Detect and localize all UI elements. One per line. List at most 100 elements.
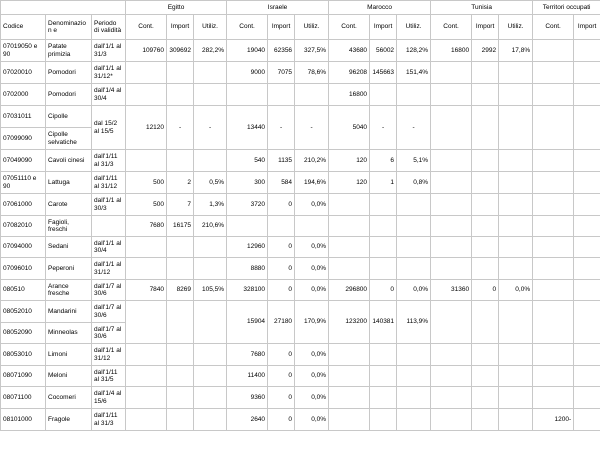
cont-cell [430,149,473,172]
column-header-row: Codice Denominazion e Periodo di validit… [0,14,600,40]
import-cell: 27180 [267,300,296,344]
import-cell: 8269 [166,279,195,301]
import-cell [471,171,500,194]
cont-cell: 500 [125,171,168,194]
denominazione-cell: Pomodori [45,83,92,106]
utiliz-cell [498,386,534,409]
periodo-cell: dall'1/1 al 31/12* [90,61,127,84]
import-cell: 2 [166,171,195,194]
periodo-cell: dall'1/7 al 30/6 [90,279,127,301]
import-cell [369,193,398,216]
import-cell [471,236,500,258]
utiliz-cell [498,215,534,237]
utiliz-cell: 105,5% [193,279,228,301]
cont-cell: 13440 [226,105,269,150]
cont-cell [430,257,473,280]
utiliz-cell [498,300,534,344]
utiliz-cell [396,83,432,106]
periodo-cell: dall'1/11 al 31/12 [90,171,127,194]
denominazione-cell: Sedani [45,236,92,258]
import-cell: 140381 [369,300,398,344]
import-cell: - [267,105,296,150]
cont-cell [532,365,575,387]
import-cell: 309692 [166,39,195,62]
cont-cell [328,365,371,387]
import-cell [573,105,600,150]
import-cell [166,343,195,366]
codice-cell: 07096010 [0,257,46,280]
import-cell: 56002 [369,39,398,62]
cont-cell: 7680 [125,215,168,237]
import-cell [369,83,398,106]
cont-cell: 300 [226,171,269,194]
import-cell: 1 [369,171,398,194]
cont-cell: 2640 [226,408,269,431]
denominazione-cell: Pomodori [45,61,92,84]
utiliz-cell: 0,0% [396,279,432,301]
header-denominazione: Denominazion e [45,14,92,40]
utiliz-cell [396,193,432,216]
cont-cell [125,236,168,258]
cont-cell: 120 [328,171,371,194]
cont-cell: 3720 [226,193,269,216]
utiliz-cell: 210,6% [193,215,228,237]
import-cell: - [369,105,398,150]
country-israele: Israele [226,0,330,15]
codice-cell: 080510 [0,279,46,301]
periodo-cell: dal 15/2 al 15/5 [90,105,127,150]
header-import: Import [471,14,500,40]
cont-cell [430,343,473,366]
cont-cell: 43680 [328,39,371,62]
cont-cell [430,408,473,431]
cont-cell [328,193,371,216]
cont-cell [532,215,575,237]
cont-cell: 500 [125,193,168,216]
utiliz-cell [193,61,228,84]
utiliz-cell: 0,0% [294,408,330,431]
utiliz-cell [193,300,228,344]
header-cont: Cont. [430,14,473,40]
periodo-cell: dall'1/1 al 31/12 [90,343,127,366]
import-cell [573,236,600,258]
utiliz-cell: 282,2% [193,39,228,62]
utiliz-cell [498,408,534,431]
import-cell [573,386,600,409]
utiliz-cell: 113,9% [396,300,432,344]
import-cell [369,365,398,387]
cont-cell: 296800 [328,279,371,301]
import-cell: 0 [267,343,296,366]
import-cell: 0 [471,279,500,301]
utiliz-cell: 78,6% [294,61,330,84]
table-row: 080510 Arance fresche dall'1/7 al 30/6 7840… [0,279,600,301]
cont-cell [125,83,168,106]
utiliz-cell: 0,0% [294,343,330,366]
import-cell [471,343,500,366]
import-cell [166,386,195,409]
utiliz-cell [498,343,534,366]
cont-cell [532,39,575,62]
cont-cell: 540 [226,149,269,172]
cont-cell [532,343,575,366]
table-row: 08053010 Limoni dall'1/1 al 31/12 7680 0 0,0% [0,343,600,366]
table-row: 07094000 Sedani dall'1/1 al 30/4 12960 0 0,0% [0,236,600,258]
header-utiliz: Utiliz. [498,14,534,40]
import-cell: 62356 [267,39,296,62]
periodo-cell: dall'1/7 al 30/6 [90,300,127,323]
cont-cell [125,257,168,280]
utiliz-cell: 194,6% [294,171,330,194]
import-cell: 7 [166,193,195,216]
import-cell: 1135 [267,149,296,172]
codice-cell: 08071100 [0,386,46,409]
utiliz-cell [396,215,432,237]
cont-cell [532,83,575,106]
utiliz-cell: 0,0% [294,386,330,409]
cont-cell [125,149,168,172]
cont-cell [532,171,575,194]
table-row: 08101000 Fragole dall'1/11 al 31/3 2640 0 0,0… [0,408,600,431]
utiliz-cell [294,83,330,106]
denominazione-cell: Patate primizia [45,39,92,62]
cont-cell [532,279,575,301]
cont-cell [125,343,168,366]
utiliz-cell: 1,3% [193,193,228,216]
denominazione-cell: Cipolle selvatiche [45,127,92,150]
